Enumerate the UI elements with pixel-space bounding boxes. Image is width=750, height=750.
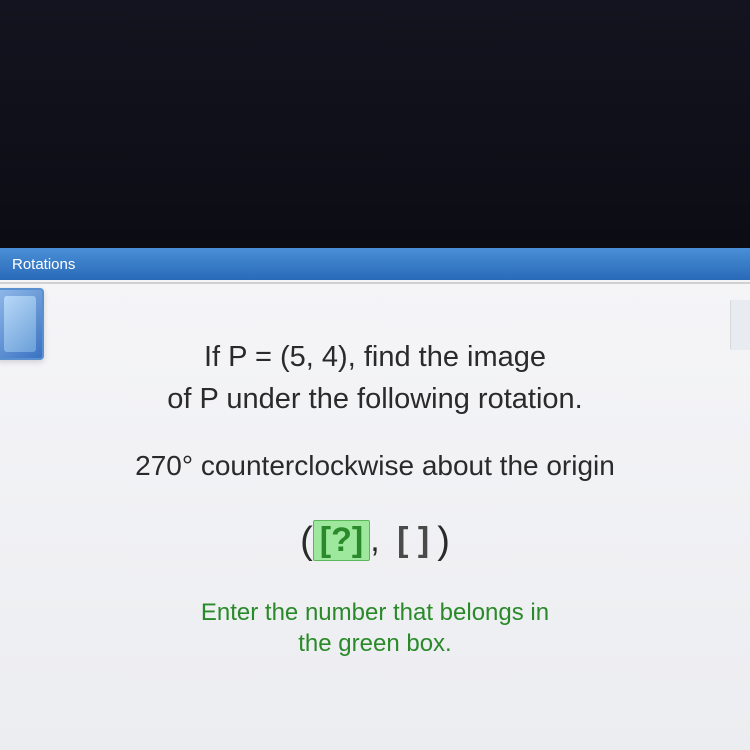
instruction-line1: Enter the number that belongs in (60, 597, 690, 628)
window-title: Rotations (12, 256, 75, 273)
side-tab-inner (4, 296, 36, 352)
problem-text-line1: If P = (5, 4), find the image (60, 336, 690, 378)
close-paren: ) (437, 520, 450, 562)
dark-header-region (0, 0, 750, 248)
instruction-line2: the green box. (60, 628, 690, 659)
problem-text-line2: of P under the following rotation. (60, 378, 690, 420)
content-panel: If P = (5, 4), find the image of P under… (0, 280, 750, 750)
problem-container: If P = (5, 4), find the image of P under… (0, 288, 750, 659)
gray-answer-box[interactable]: [ ] (389, 521, 437, 560)
green-answer-box[interactable]: [?] (313, 520, 370, 561)
answer-template: ([?], [ ]) (60, 520, 690, 563)
right-control[interactable] (730, 300, 750, 350)
coord-separator: , (370, 521, 389, 559)
rotation-specification: 270° counterclockwise about the origin (60, 450, 690, 482)
window-title-bar: Rotations (0, 248, 750, 280)
side-tab-icon[interactable] (0, 288, 44, 360)
open-paren: ( (300, 520, 313, 562)
instruction-text: Enter the number that belongs in the gre… (60, 597, 690, 659)
